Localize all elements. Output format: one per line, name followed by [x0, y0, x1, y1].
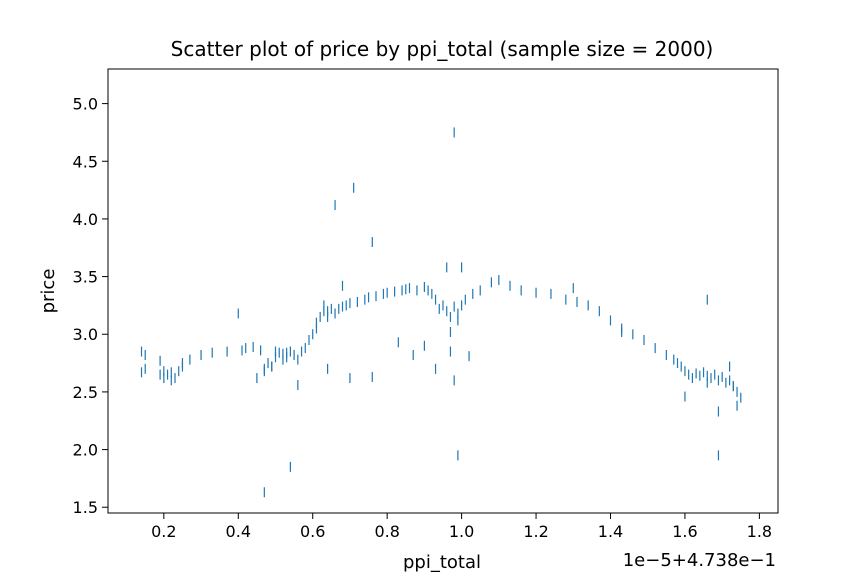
y-tick-label: 4.5 [73, 152, 98, 171]
x-tick-label: 1.8 [747, 522, 772, 541]
y-tick-label: 2.5 [73, 383, 98, 402]
x-offset-label: 1e−5+4.738e−1 [623, 550, 776, 571]
y-tick-label: 3.5 [73, 268, 98, 287]
y-axis: 1.5 2.0 2.5 3.0 3.5 4.0 4.5 5.0 [73, 95, 108, 517]
x-tick-label: 0.8 [374, 522, 399, 541]
x-axis-label: ppi_total [403, 552, 481, 573]
x-tick-label: 1.0 [449, 522, 474, 541]
x-tick-label: 1.4 [598, 522, 623, 541]
y-tick-label: 4.0 [73, 210, 98, 229]
y-tick-label: 2.0 [73, 441, 98, 460]
y-tick-label: 3.0 [73, 325, 98, 344]
y-axis-label: price [38, 269, 59, 314]
chart-title: Scatter plot of price by ppi_total (samp… [171, 37, 714, 61]
x-tick-label: 0.4 [226, 522, 251, 541]
x-tick-label: 1.2 [523, 522, 548, 541]
x-tick-label: 0.6 [300, 522, 325, 541]
points-layer [140, 127, 742, 498]
x-tick-label: 0.2 [151, 522, 176, 541]
x-tick-label: 1.6 [672, 522, 697, 541]
plot-frame [107, 68, 779, 514]
y-tick-label: 5.0 [73, 95, 98, 114]
y-tick-label: 1.5 [73, 498, 98, 517]
x-axis: 0.2 0.4 0.6 0.8 1.0 1.2 1.4 1.6 1.8 [151, 513, 772, 541]
